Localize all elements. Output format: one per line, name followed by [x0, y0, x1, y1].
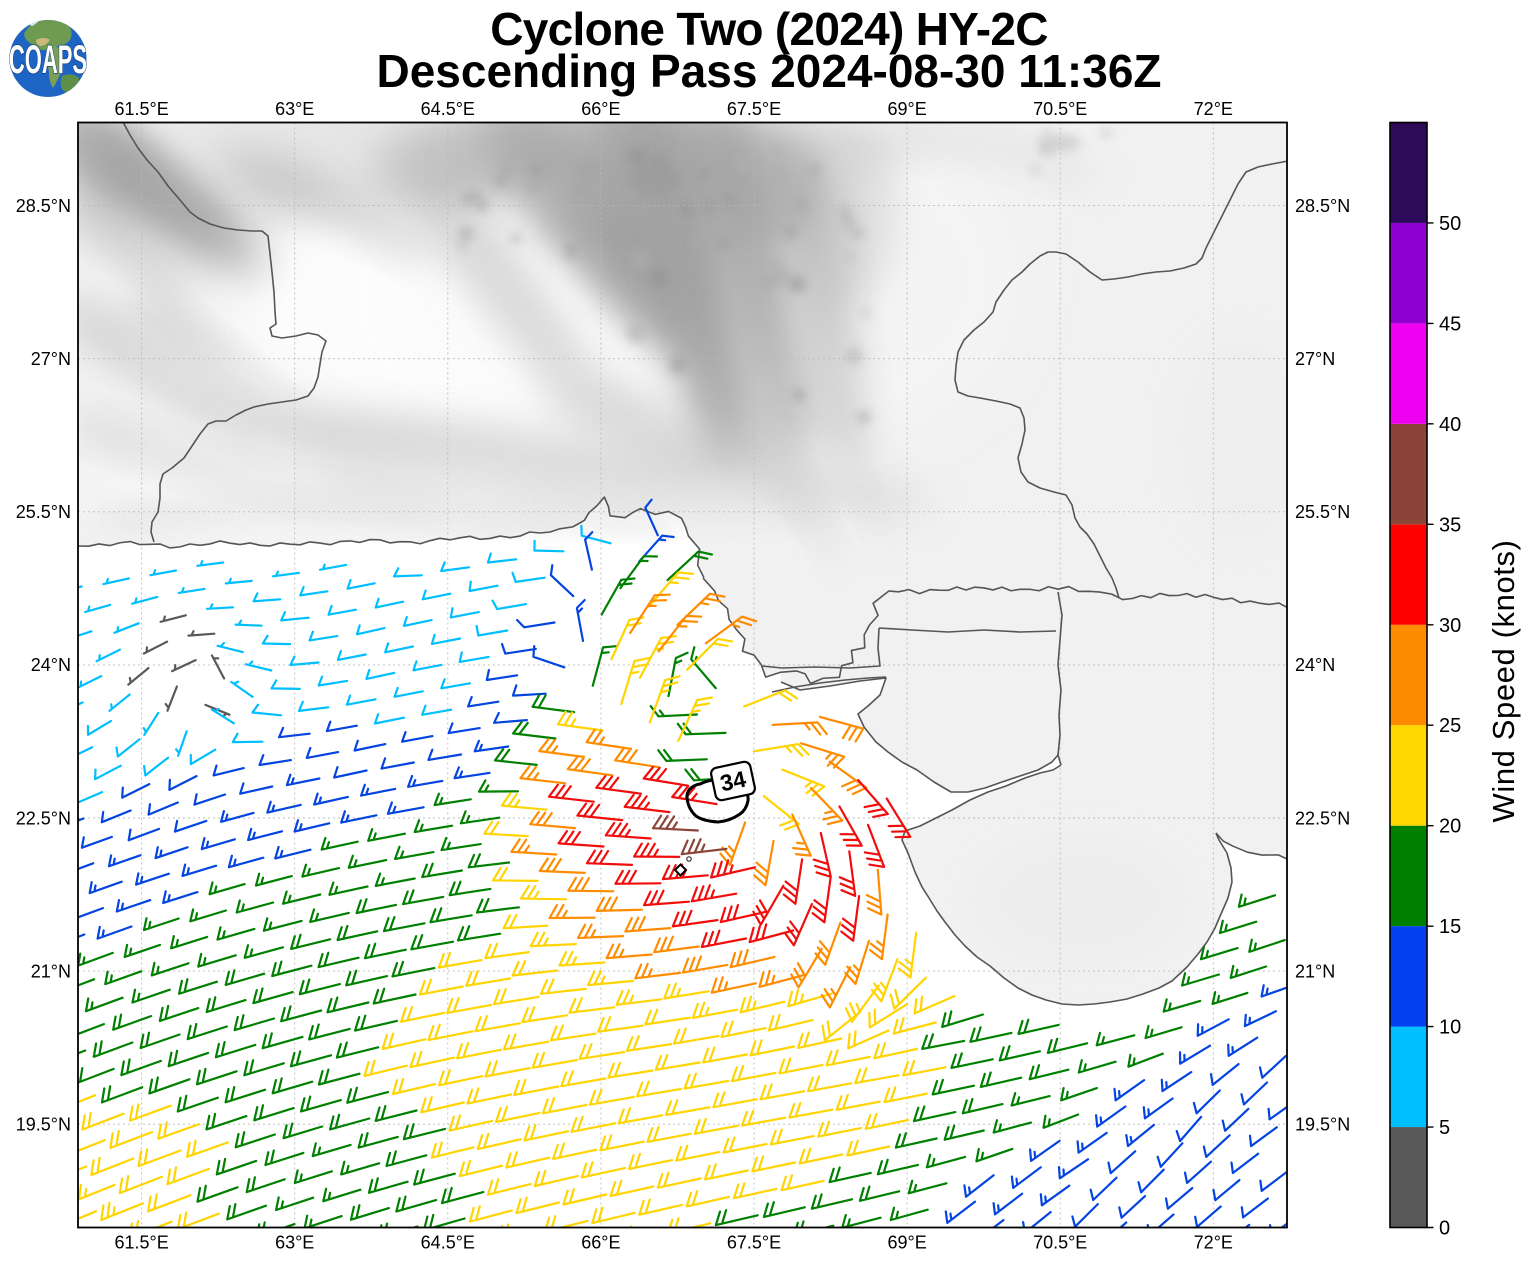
svg-text:Cyclone Two (2024) HY-2C: Cyclone Two (2024) HY-2C: [490, 3, 1048, 55]
svg-text:22.5°N: 22.5°N: [16, 808, 71, 828]
svg-text:35: 35: [1439, 514, 1461, 536]
svg-text:67.5°E: 67.5°E: [727, 1233, 781, 1253]
svg-text:66°E: 66°E: [581, 99, 620, 119]
svg-text:72°E: 72°E: [1194, 99, 1233, 119]
svg-text:30: 30: [1439, 615, 1461, 637]
svg-text:Descending Pass 2024-08-30 11:: Descending Pass 2024-08-30 11:36Z: [376, 45, 1161, 97]
svg-text:61.5°E: 61.5°E: [114, 1233, 168, 1253]
svg-text:24°N: 24°N: [31, 655, 71, 675]
svg-text:25.5°N: 25.5°N: [1295, 502, 1350, 522]
svg-text:21°N: 21°N: [1295, 961, 1335, 981]
svg-text:66°E: 66°E: [581, 1233, 620, 1253]
svg-text:34: 34: [718, 766, 749, 797]
svg-text:69°E: 69°E: [887, 99, 926, 119]
svg-text:25: 25: [1439, 715, 1461, 737]
svg-text:10: 10: [1439, 1017, 1461, 1039]
svg-text:63°E: 63°E: [275, 99, 314, 119]
svg-text:25.5°N: 25.5°N: [16, 502, 71, 522]
svg-text:22.5°N: 22.5°N: [1295, 808, 1350, 828]
svg-text:COAPS: COAPS: [9, 37, 87, 82]
svg-text:45: 45: [1439, 313, 1461, 335]
svg-text:5: 5: [1439, 1117, 1450, 1139]
svg-text:69°E: 69°E: [887, 1233, 926, 1253]
svg-text:19.5°N: 19.5°N: [16, 1115, 71, 1135]
svg-text:40: 40: [1439, 414, 1461, 436]
svg-text:15: 15: [1439, 916, 1461, 938]
svg-text:70.5°E: 70.5°E: [1033, 99, 1087, 119]
svg-text:Wind Speed (knots): Wind Speed (knots): [1486, 539, 1521, 822]
svg-text:27°N: 27°N: [1295, 349, 1335, 369]
svg-text:67.5°E: 67.5°E: [727, 99, 781, 119]
svg-text:28.5°N: 28.5°N: [1295, 196, 1350, 216]
svg-text:64.5°E: 64.5°E: [421, 99, 475, 119]
svg-text:20: 20: [1439, 816, 1461, 838]
svg-text:28.5°N: 28.5°N: [16, 196, 71, 216]
svg-text:27°N: 27°N: [31, 349, 71, 369]
svg-text:0: 0: [1439, 1218, 1450, 1240]
svg-text:61.5°E: 61.5°E: [114, 99, 168, 119]
svg-text:70.5°E: 70.5°E: [1033, 1233, 1087, 1253]
svg-text:63°E: 63°E: [275, 1233, 314, 1253]
svg-text:24°N: 24°N: [1295, 655, 1335, 675]
svg-text:19.5°N: 19.5°N: [1295, 1115, 1350, 1135]
svg-text:21°N: 21°N: [31, 961, 71, 981]
svg-text:72°E: 72°E: [1194, 1233, 1233, 1253]
svg-text:64.5°E: 64.5°E: [421, 1233, 475, 1253]
svg-text:50: 50: [1439, 213, 1461, 235]
